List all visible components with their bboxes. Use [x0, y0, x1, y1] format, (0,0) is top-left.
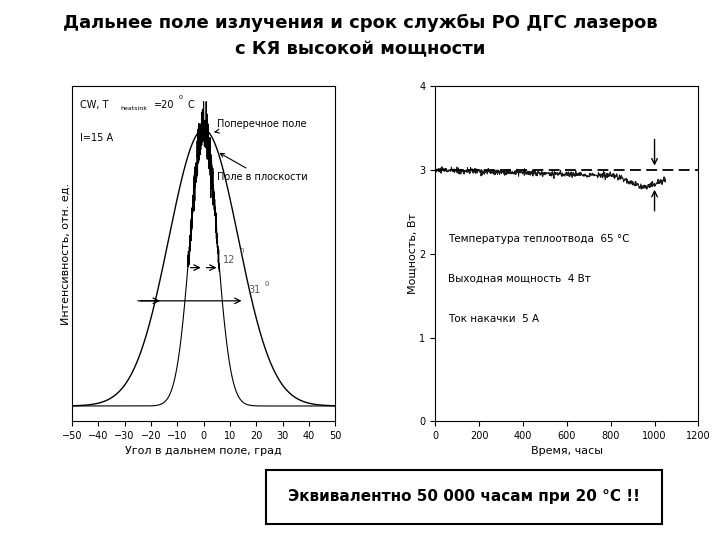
- Text: 0: 0: [239, 248, 243, 254]
- Text: heatsink: heatsink: [121, 106, 148, 111]
- Text: 0: 0: [264, 281, 269, 287]
- Y-axis label: Мощность, Вт: Мощность, Вт: [408, 213, 418, 294]
- Text: с КЯ высокой мощности: с КЯ высокой мощности: [235, 40, 485, 58]
- Text: =20: =20: [153, 100, 174, 110]
- Text: I=15 А: I=15 А: [80, 133, 113, 143]
- Text: Поперечное поле: Поперечное поле: [215, 119, 306, 133]
- Text: C: C: [188, 100, 194, 110]
- Text: 0: 0: [179, 95, 182, 100]
- Text: Выходная мощность  4 Вт: Выходная мощность 4 Вт: [449, 274, 591, 284]
- Text: CW, T: CW, T: [80, 100, 109, 110]
- X-axis label: Угол в дальнем поле, град: Угол в дальнем поле, град: [125, 447, 282, 456]
- Text: Эквивалентно 50 000 часам при 20 °С !!: Эквивалентно 50 000 часам при 20 °С !!: [289, 489, 640, 504]
- Text: Ток накачки  5 А: Ток накачки 5 А: [449, 314, 539, 324]
- X-axis label: Время, часы: Время, часы: [531, 447, 603, 456]
- Text: Дальнее поле излучения и срок службы РО ДГС лазеров: Дальнее поле излучения и срок службы РО …: [63, 14, 657, 32]
- Text: Поле в плоскости: Поле в плоскости: [217, 153, 307, 182]
- Text: Температура теплоотвода  65 °С: Температура теплоотвода 65 °С: [449, 234, 630, 244]
- Text: 12: 12: [223, 255, 235, 265]
- Y-axis label: Интенсивность, отн. ед.: Интенсивность, отн. ед.: [60, 183, 71, 325]
- Text: 31: 31: [248, 285, 261, 295]
